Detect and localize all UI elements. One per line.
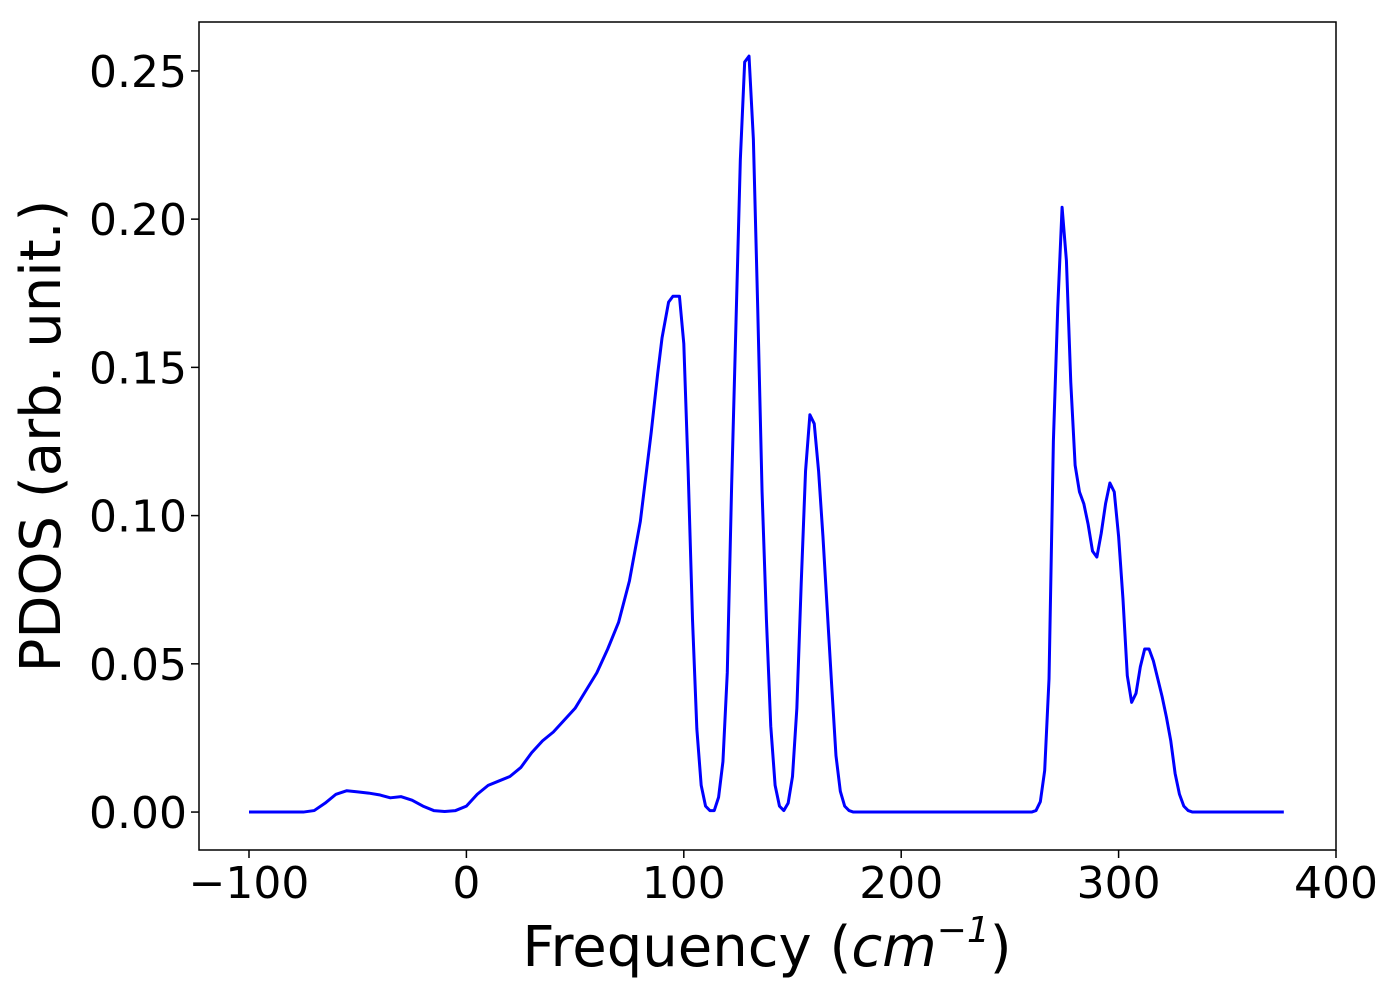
x-axis-label-math-base: cm — [851, 915, 936, 980]
x-tick-label: 300 — [1077, 858, 1161, 909]
y-tick-label: 0.00 — [89, 788, 187, 839]
x-tick-label: 400 — [1294, 858, 1378, 909]
x-axis-label-suffix: ) — [990, 915, 1012, 980]
y-tick-label: 0.20 — [89, 195, 187, 246]
y-tick-label: 0.05 — [89, 640, 187, 691]
x-axis-label-math-exp: −1 — [937, 910, 990, 951]
x-tick-label: 0 — [452, 858, 480, 909]
x-tick-label: 200 — [859, 858, 943, 909]
x-axis-label: Frequency (cm−1) — [522, 910, 1011, 980]
x-axis-ticks: −100 0 100 200 300 400 — [189, 850, 1378, 909]
y-axis-label: PDOS (arb. unit.) — [9, 200, 74, 673]
y-tick-label: 0.25 — [89, 47, 187, 98]
plot-area — [249, 54, 1284, 814]
x-tick-label: −100 — [189, 858, 310, 909]
y-tick-label: 0.10 — [89, 492, 187, 543]
x-axis-label-prefix: Frequency ( — [522, 915, 851, 980]
series-line-1 — [249, 54, 1284, 814]
x-tick-label: 100 — [642, 858, 726, 909]
axes-frame — [198, 21, 1337, 851]
y-tick-label: 0.15 — [89, 343, 187, 394]
y-axis-ticks: 0.00 0.05 0.10 0.15 0.20 0.25 — [89, 47, 199, 839]
